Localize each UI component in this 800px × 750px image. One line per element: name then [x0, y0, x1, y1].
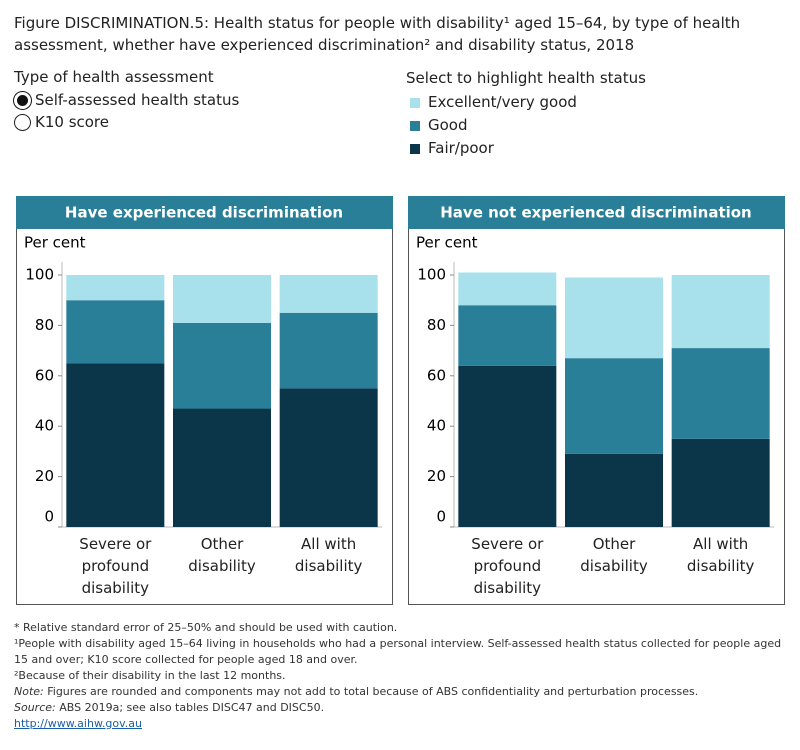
note-text: Figures are rounded and components may n…: [43, 685, 699, 698]
legend-item[interactable]: Good: [410, 114, 577, 137]
radio-label[interactable]: K10 score: [35, 113, 109, 131]
panel-header: [16, 196, 393, 229]
y-tick-label: 40: [427, 417, 446, 435]
x-tick-label: All with disability: [294, 535, 363, 575]
bar-segment: [565, 277, 663, 359]
bar-segment: [173, 322, 271, 409]
radio-label[interactable]: Self-assessed health status: [35, 91, 240, 109]
bar-segment: [66, 363, 165, 527]
source: Source: ABS 2019a; see also tables DISC4…: [14, 700, 784, 716]
legend-item[interactable]: Excellent/very good: [410, 91, 577, 114]
source-label: Source:: [14, 701, 56, 714]
radio[interactable]: [14, 92, 31, 109]
y-tick-label: 20: [427, 467, 446, 485]
note-label: Note:: [14, 685, 44, 698]
radio[interactable]: [14, 114, 31, 131]
bar-segment: [458, 305, 557, 366]
x-tick-label: Other disability: [580, 535, 648, 575]
bar-segment: [66, 300, 165, 364]
bar-segment: [173, 275, 271, 323]
x-tick-label: Severe or profound disability: [471, 535, 544, 597]
y-tick-label: 80: [427, 316, 446, 334]
legend-swatch[interactable]: [410, 143, 420, 154]
y-axis-title: Per cent: [416, 234, 478, 252]
y-tick-label: 40: [35, 417, 54, 435]
figure-title: Figure DISCRIMINATION.5: Health status f…: [14, 14, 741, 54]
radio-option[interactable]: Self-assessed health status: [14, 91, 239, 109]
legend-swatch[interactable]: [410, 120, 420, 131]
bar-segment: [671, 348, 770, 439]
legend-swatch[interactable]: [410, 97, 420, 108]
footnote: * Relative standard error of 25–50% and …: [14, 621, 398, 634]
bar-segment: [66, 275, 165, 301]
y-tick-label: 100: [25, 266, 54, 284]
note: Note: Figures are rounded and components…: [14, 684, 784, 700]
y-tick-label: 20: [35, 467, 54, 485]
y-tick-label: 100: [417, 266, 446, 284]
radio-option[interactable]: K10 score: [14, 113, 109, 131]
bar-segment: [458, 365, 557, 527]
y-tick-label: 80: [35, 316, 54, 334]
panel-title: Have not experienced discrimination: [440, 204, 752, 222]
legend-label[interactable]: Good: [428, 116, 468, 134]
bar-segment: [173, 408, 271, 527]
y-tick-label: 60: [35, 366, 54, 384]
bar-segment: [279, 312, 378, 389]
legend-label[interactable]: Fair/poor: [428, 139, 494, 157]
link[interactable]: http://www.aihw.gov.au: [14, 717, 143, 730]
bar-segment: [565, 358, 663, 454]
legend-label[interactable]: Excellent/very good: [428, 93, 577, 111]
panel-header: [408, 196, 785, 229]
bar-segment: [279, 388, 378, 527]
legend-item[interactable]: Fair/poor: [410, 137, 577, 160]
y-tick-label: 0: [44, 508, 54, 526]
x-tick-label: All with disability: [686, 535, 755, 575]
bar-segment: [279, 275, 378, 313]
source-text: ABS 2019a; see also tables DISC47 and DI…: [55, 701, 325, 714]
legend: Excellent/very good Good Fair/poor: [410, 91, 577, 160]
footnote: ²Because of their disability in the last…: [14, 669, 286, 682]
highlight-label: Select to highlight health status: [406, 69, 646, 87]
footnote: ¹People with disability aged 15–64 livin…: [14, 637, 782, 666]
bar-segment: [565, 453, 663, 527]
assessment-label: Type of health assessment: [14, 68, 214, 86]
y-tick-label: 60: [427, 366, 446, 384]
x-tick-label: Other disability: [188, 535, 256, 575]
footnotes: * Relative standard error of 25–50% and …: [14, 620, 784, 732]
bar-segment: [671, 438, 770, 527]
panel-title: Have experienced discrimination: [65, 204, 343, 222]
y-axis-title: Per cent: [24, 234, 86, 252]
bar-segment: [671, 275, 770, 349]
bar-segment: [458, 272, 557, 306]
y-tick-label: 0: [436, 508, 446, 526]
x-tick-label: Severe or profound disability: [79, 535, 152, 597]
